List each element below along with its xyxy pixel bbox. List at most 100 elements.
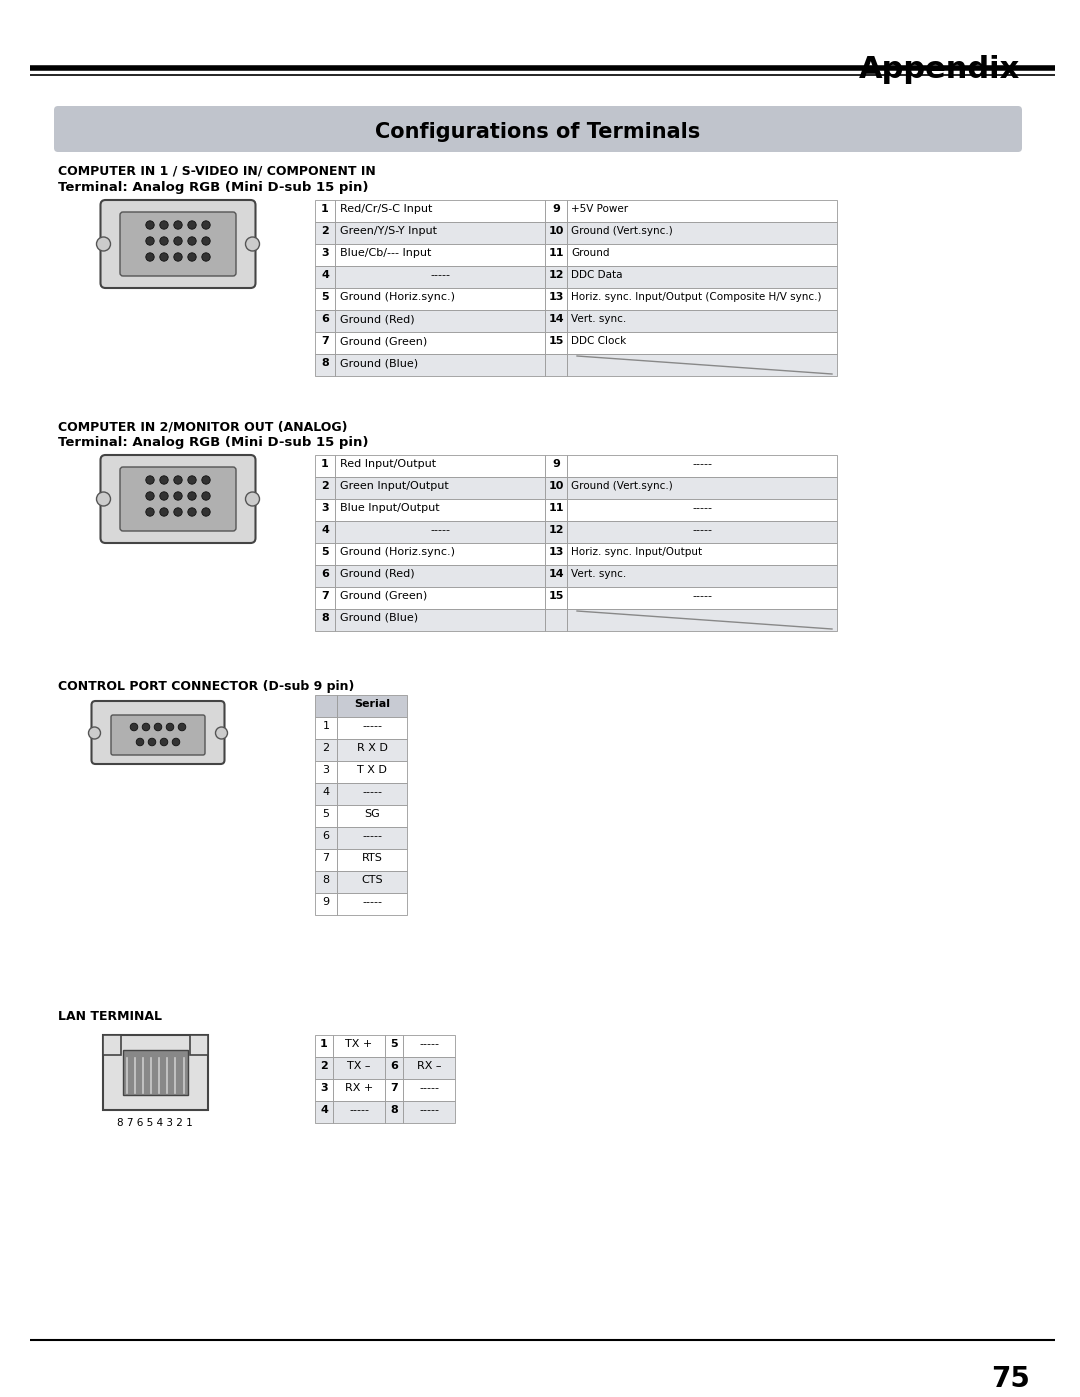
- Bar: [545, 609, 567, 631]
- Circle shape: [174, 221, 183, 229]
- Circle shape: [160, 738, 167, 746]
- Text: Blue/Cb/--- Input: Blue/Cb/--- Input: [340, 249, 431, 258]
- Bar: [315, 310, 335, 332]
- Text: 1: 1: [320, 1039, 328, 1049]
- Circle shape: [245, 237, 259, 251]
- Bar: [545, 265, 567, 288]
- Bar: [315, 543, 335, 564]
- Circle shape: [202, 476, 211, 485]
- Bar: [337, 805, 407, 827]
- Bar: [315, 587, 335, 609]
- Circle shape: [188, 492, 197, 500]
- Text: Ground (Red): Ground (Red): [340, 314, 415, 324]
- Bar: [403, 1101, 455, 1123]
- Bar: [567, 200, 837, 222]
- Text: T X D: T X D: [357, 766, 387, 775]
- Bar: [337, 761, 407, 782]
- Text: -----: -----: [362, 721, 382, 731]
- Text: 8: 8: [323, 875, 329, 886]
- Text: 8: 8: [321, 358, 329, 367]
- Text: 2: 2: [321, 481, 329, 490]
- Bar: [335, 587, 545, 609]
- Bar: [545, 200, 567, 222]
- Bar: [315, 717, 337, 739]
- Text: 3: 3: [320, 1083, 328, 1092]
- Bar: [335, 265, 545, 288]
- Text: Horiz. sync. Input/Output (Composite H/V sync.): Horiz. sync. Input/Output (Composite H/V…: [571, 292, 822, 302]
- Bar: [567, 609, 837, 631]
- Bar: [315, 332, 335, 353]
- Circle shape: [202, 507, 211, 517]
- Bar: [315, 849, 337, 870]
- Circle shape: [166, 724, 174, 731]
- Text: 15: 15: [549, 337, 564, 346]
- Text: 5: 5: [390, 1039, 397, 1049]
- Text: 2: 2: [320, 1060, 328, 1071]
- Text: DDC Data: DDC Data: [571, 270, 622, 279]
- Bar: [384, 1058, 403, 1078]
- Circle shape: [202, 253, 211, 261]
- Bar: [103, 1035, 207, 1111]
- Bar: [335, 455, 545, 476]
- Circle shape: [202, 492, 211, 500]
- Circle shape: [154, 724, 162, 731]
- Bar: [403, 1078, 455, 1101]
- Text: SG: SG: [364, 809, 380, 819]
- Text: 3: 3: [323, 766, 329, 775]
- Text: 6: 6: [323, 831, 329, 841]
- Bar: [567, 244, 837, 265]
- Text: Green Input/Output: Green Input/Output: [340, 481, 449, 490]
- Text: Vert. sync.: Vert. sync.: [571, 314, 626, 324]
- Text: Ground (Horiz.sync.): Ground (Horiz.sync.): [340, 548, 455, 557]
- Bar: [384, 1101, 403, 1123]
- Text: -----: -----: [430, 270, 450, 279]
- FancyBboxPatch shape: [120, 212, 237, 277]
- Text: 9: 9: [552, 460, 559, 469]
- Bar: [337, 870, 407, 893]
- Text: Ground (Vert.sync.): Ground (Vert.sync.): [571, 481, 673, 490]
- Bar: [315, 288, 335, 310]
- Circle shape: [188, 237, 197, 246]
- Text: DDC Clock: DDC Clock: [571, 337, 626, 346]
- Text: Terminal: Analog RGB (Mini D-sub 15 pin): Terminal: Analog RGB (Mini D-sub 15 pin): [58, 436, 368, 448]
- FancyBboxPatch shape: [120, 467, 237, 531]
- Bar: [545, 587, 567, 609]
- Bar: [315, 609, 335, 631]
- Bar: [315, 476, 335, 499]
- Circle shape: [174, 507, 183, 517]
- Text: 3: 3: [321, 249, 328, 258]
- Bar: [384, 1035, 403, 1058]
- Text: TX +: TX +: [346, 1039, 373, 1049]
- Circle shape: [160, 221, 168, 229]
- Text: -----: -----: [419, 1039, 438, 1049]
- Text: 14: 14: [549, 569, 564, 578]
- Text: Ground (Red): Ground (Red): [340, 569, 415, 578]
- Text: 4: 4: [321, 525, 329, 535]
- Bar: [335, 222, 545, 244]
- Bar: [567, 222, 837, 244]
- Bar: [315, 739, 337, 761]
- Bar: [567, 455, 837, 476]
- Text: 5: 5: [321, 548, 328, 557]
- Bar: [315, 827, 337, 849]
- Text: Red/Cr/S-C Input: Red/Cr/S-C Input: [340, 204, 432, 214]
- Text: Ground (Green): Ground (Green): [340, 337, 428, 346]
- Circle shape: [143, 724, 150, 731]
- Text: 4: 4: [320, 1105, 328, 1115]
- Circle shape: [245, 492, 259, 506]
- Text: 5: 5: [321, 292, 328, 302]
- Bar: [315, 521, 335, 543]
- Text: Blue Input/Output: Blue Input/Output: [340, 503, 440, 513]
- Bar: [333, 1035, 384, 1058]
- Bar: [545, 288, 567, 310]
- Bar: [315, 353, 335, 376]
- Text: Ground (Vert.sync.): Ground (Vert.sync.): [571, 226, 673, 236]
- Circle shape: [148, 738, 156, 746]
- Circle shape: [89, 726, 100, 739]
- Text: RX +: RX +: [345, 1083, 373, 1092]
- Bar: [567, 265, 837, 288]
- Bar: [403, 1035, 455, 1058]
- Bar: [333, 1078, 384, 1101]
- Bar: [567, 521, 837, 543]
- Circle shape: [172, 738, 179, 746]
